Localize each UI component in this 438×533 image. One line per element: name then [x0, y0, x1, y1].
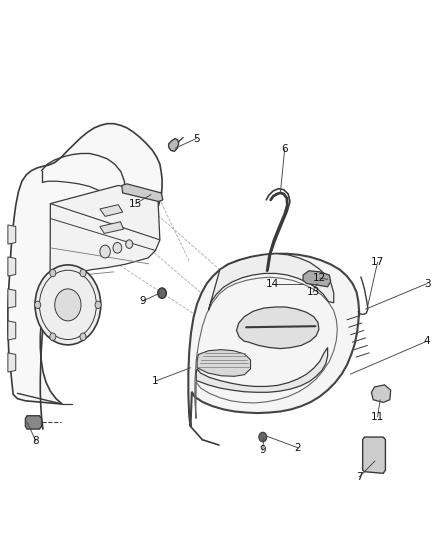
- Polygon shape: [100, 222, 124, 233]
- Polygon shape: [8, 289, 16, 308]
- Polygon shape: [169, 139, 179, 151]
- Text: 2: 2: [294, 443, 301, 453]
- Text: 9: 9: [259, 446, 266, 455]
- Polygon shape: [303, 271, 331, 287]
- Polygon shape: [8, 225, 16, 244]
- Polygon shape: [237, 307, 319, 349]
- Polygon shape: [197, 350, 251, 376]
- Text: 14: 14: [266, 279, 279, 288]
- Polygon shape: [196, 348, 328, 392]
- Text: 9: 9: [139, 296, 146, 306]
- Circle shape: [35, 301, 41, 309]
- Polygon shape: [49, 185, 160, 328]
- Polygon shape: [25, 416, 42, 429]
- Polygon shape: [188, 254, 359, 426]
- Polygon shape: [371, 385, 391, 402]
- Circle shape: [55, 289, 81, 321]
- Text: 4: 4: [424, 336, 431, 346]
- Circle shape: [80, 333, 86, 341]
- Polygon shape: [8, 321, 16, 340]
- Circle shape: [158, 288, 166, 298]
- Text: 17: 17: [371, 257, 384, 267]
- Circle shape: [49, 333, 56, 341]
- Text: 6: 6: [281, 144, 288, 154]
- Polygon shape: [122, 184, 163, 201]
- Text: 1: 1: [152, 376, 159, 386]
- Polygon shape: [363, 437, 385, 473]
- Text: 8: 8: [32, 437, 39, 446]
- Polygon shape: [8, 353, 16, 372]
- Circle shape: [49, 269, 56, 277]
- Polygon shape: [8, 257, 16, 276]
- Circle shape: [35, 265, 101, 345]
- Text: 3: 3: [424, 279, 431, 288]
- Text: 7: 7: [356, 472, 363, 482]
- Circle shape: [158, 288, 166, 298]
- Text: 13: 13: [307, 287, 320, 297]
- Polygon shape: [208, 254, 334, 310]
- Circle shape: [100, 245, 110, 258]
- Polygon shape: [100, 205, 123, 216]
- Circle shape: [80, 269, 86, 277]
- Text: 11: 11: [371, 412, 384, 422]
- Circle shape: [126, 240, 133, 248]
- Text: 12: 12: [313, 273, 326, 283]
- Circle shape: [113, 243, 122, 253]
- Text: 15: 15: [129, 199, 142, 208]
- Circle shape: [259, 432, 267, 442]
- Polygon shape: [8, 124, 162, 404]
- Text: 5: 5: [193, 134, 200, 143]
- Circle shape: [95, 301, 101, 309]
